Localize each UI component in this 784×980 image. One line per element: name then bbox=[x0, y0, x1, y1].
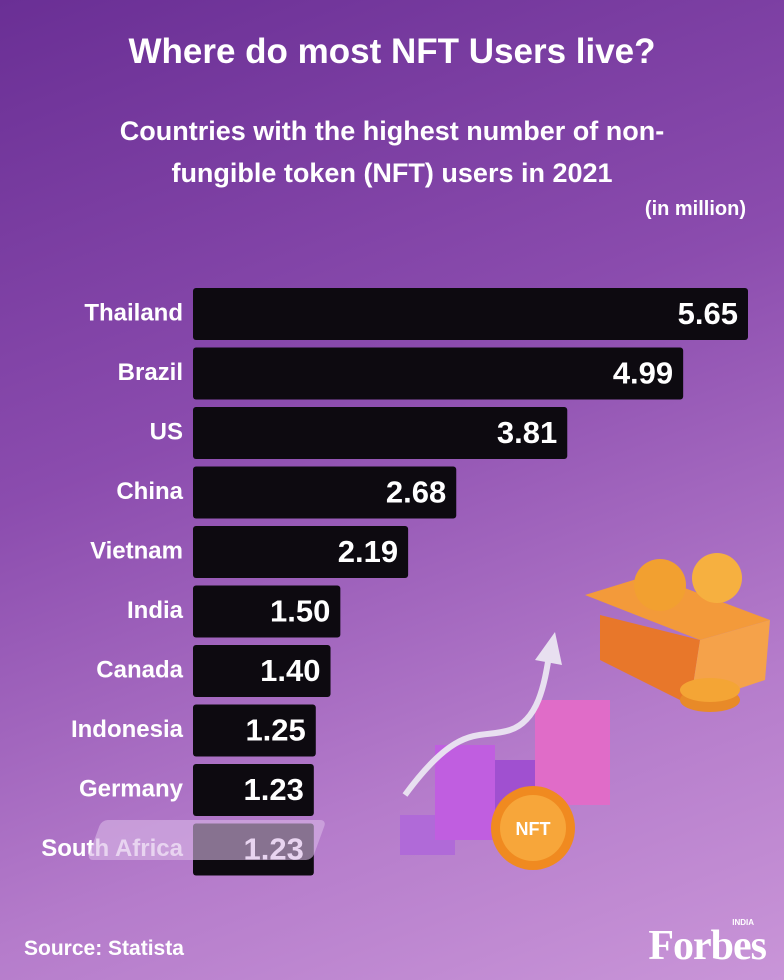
value-label: 1.25 bbox=[245, 713, 305, 748]
value-label: 4.99 bbox=[613, 356, 673, 391]
value-label: 3.81 bbox=[497, 415, 557, 450]
bar bbox=[193, 704, 316, 757]
value-label: 1.23 bbox=[243, 772, 303, 807]
value-label: 1.50 bbox=[270, 594, 330, 629]
coin-label: NFT bbox=[516, 819, 551, 839]
bar bbox=[193, 288, 748, 340]
category-label: Thailand bbox=[84, 299, 183, 326]
unit-label: (in million) bbox=[644, 198, 746, 220]
category-label: Germany bbox=[79, 775, 184, 802]
illustration: NFT bbox=[88, 553, 770, 870]
brand-edition: INDIA bbox=[732, 918, 754, 927]
source: Source: Statista bbox=[24, 937, 184, 960]
bar bbox=[193, 585, 341, 638]
category-label: Indonesia bbox=[71, 716, 184, 743]
bar bbox=[193, 526, 409, 578]
value-label: 1.40 bbox=[260, 653, 320, 688]
category-label: Canada bbox=[96, 656, 183, 683]
bar bbox=[193, 764, 314, 816]
value-label: 5.65 bbox=[678, 296, 738, 331]
value-label: 2.19 bbox=[338, 534, 398, 569]
chart-subtitle: Countries with the highest number of non… bbox=[119, 116, 665, 188]
chart-title: Where do most NFT Users live? bbox=[128, 32, 656, 71]
brand-logo: Forbes bbox=[648, 923, 767, 969]
bar bbox=[193, 645, 331, 697]
category-label: Vietnam bbox=[90, 537, 183, 564]
bar bbox=[193, 466, 457, 519]
bar bbox=[193, 407, 568, 459]
category-label: India bbox=[127, 597, 184, 624]
category-label: Brazil bbox=[118, 359, 183, 386]
value-label: 2.68 bbox=[386, 475, 446, 510]
category-label: US bbox=[150, 418, 183, 445]
bar bbox=[193, 347, 684, 400]
category-label: China bbox=[116, 478, 183, 505]
